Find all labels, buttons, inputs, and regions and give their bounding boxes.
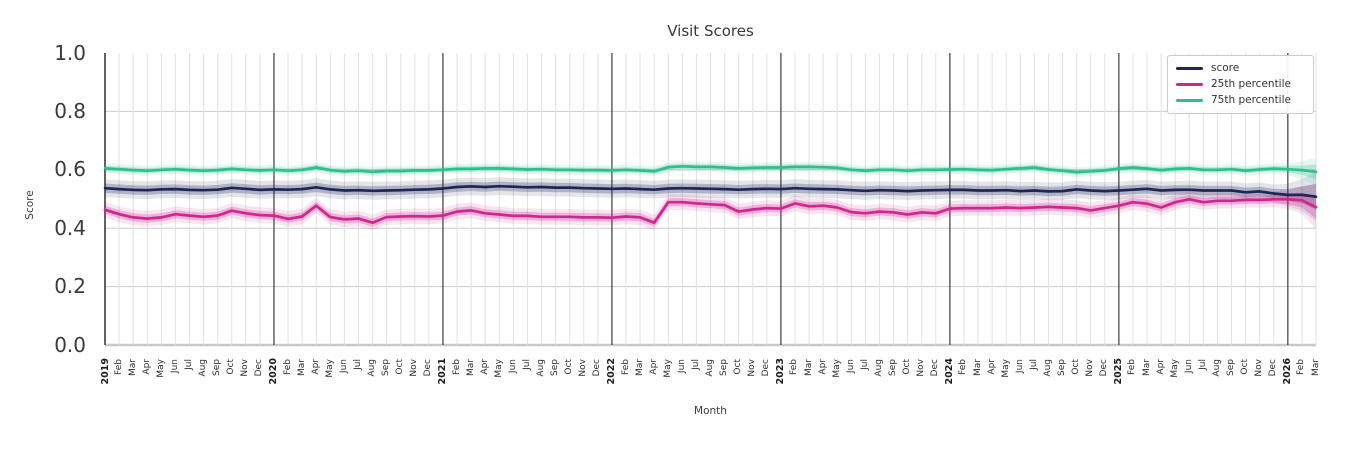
x-tick-label: Jun bbox=[338, 359, 349, 374]
x-tick-label: Mar bbox=[1310, 359, 1321, 376]
x-tick-label: Jun bbox=[1014, 359, 1025, 374]
legend-entry-75th-percentile: 75th percentile bbox=[1176, 95, 1304, 106]
legend-label-75th-percentile: 75th percentile bbox=[1211, 94, 1291, 106]
chart-title: Visit Scores bbox=[667, 22, 754, 40]
x-tick-label: Jun bbox=[169, 359, 180, 374]
x-tick-label: Jul bbox=[352, 359, 363, 370]
legend-label-25th-percentile: 25th percentile bbox=[1211, 78, 1291, 90]
legend-line-sample-score bbox=[1176, 67, 1203, 70]
legend-entry-score: score bbox=[1176, 63, 1304, 74]
legend-line-sample-25th-percentile bbox=[1176, 83, 1203, 86]
y-tick-label: 1.0 bbox=[54, 40, 86, 65]
y-tick-label: 0.6 bbox=[54, 157, 86, 182]
x-axis-label: Month bbox=[694, 405, 727, 417]
x-tick-label: Jul bbox=[1028, 359, 1039, 370]
x-tick-label: Jun bbox=[676, 359, 687, 374]
legend-line-sample-75th-percentile bbox=[1176, 99, 1203, 102]
x-tick-label: Jul bbox=[521, 359, 532, 370]
y-tick-label: 0.2 bbox=[54, 274, 86, 299]
y-tick-label: 0.4 bbox=[54, 215, 86, 240]
x-tick-label: Jun bbox=[507, 359, 518, 374]
legend-label-score: score bbox=[1211, 62, 1240, 74]
x-tick-label: Jul bbox=[183, 359, 194, 370]
y-tick-label: 0.0 bbox=[54, 332, 86, 357]
x-tick-label: Jul bbox=[859, 359, 870, 370]
x-tick-label: Jul bbox=[1197, 359, 1208, 370]
legend-entry-25th-percentile: 25th percentile bbox=[1176, 79, 1304, 90]
y-tick-label: 0.8 bbox=[54, 98, 86, 123]
x-tick-label: Jun bbox=[845, 359, 856, 374]
legend: score 25th percentile 75th percentile bbox=[1167, 55, 1314, 114]
x-tick-label: Jul bbox=[690, 359, 701, 370]
x-tick-label: Jun bbox=[1183, 359, 1194, 374]
